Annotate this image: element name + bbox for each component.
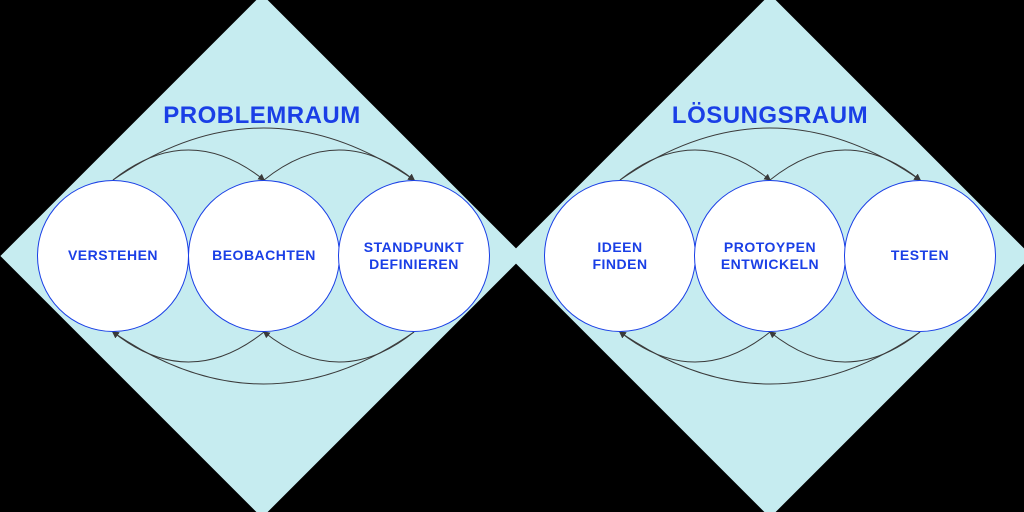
step-ideen: IDEEN FINDEN <box>544 180 696 332</box>
step-verstehen: VERSTEHEN <box>37 180 189 332</box>
step-standpunkt-label: STANDPUNKT DEFINIEREN <box>358 239 470 274</box>
step-ideen-label: IDEEN FINDEN <box>586 239 653 274</box>
step-prototypen-label: PROTOYPEN ENTWICKELN <box>715 239 825 274</box>
step-testen: TESTEN <box>844 180 996 332</box>
double-diamond-diagram: PROBLEMRAUM LÖSUNGSRAUM VERSTEHEN BEOBAC… <box>0 0 1024 512</box>
problem-heading-text: PROBLEMRAUM <box>163 102 361 129</box>
solution-heading-text: LÖSUNGSRAUM <box>672 102 868 129</box>
problem-heading: PROBLEMRAUM <box>62 102 462 130</box>
solution-heading: LÖSUNGSRAUM <box>570 102 970 130</box>
step-beobachten-label: BEOBACHTEN <box>206 247 322 265</box>
step-testen-label: TESTEN <box>885 247 955 265</box>
step-beobachten: BEOBACHTEN <box>188 180 340 332</box>
step-standpunkt: STANDPUNKT DEFINIEREN <box>338 180 490 332</box>
step-prototypen: PROTOYPEN ENTWICKELN <box>694 180 846 332</box>
step-verstehen-label: VERSTEHEN <box>62 247 164 265</box>
